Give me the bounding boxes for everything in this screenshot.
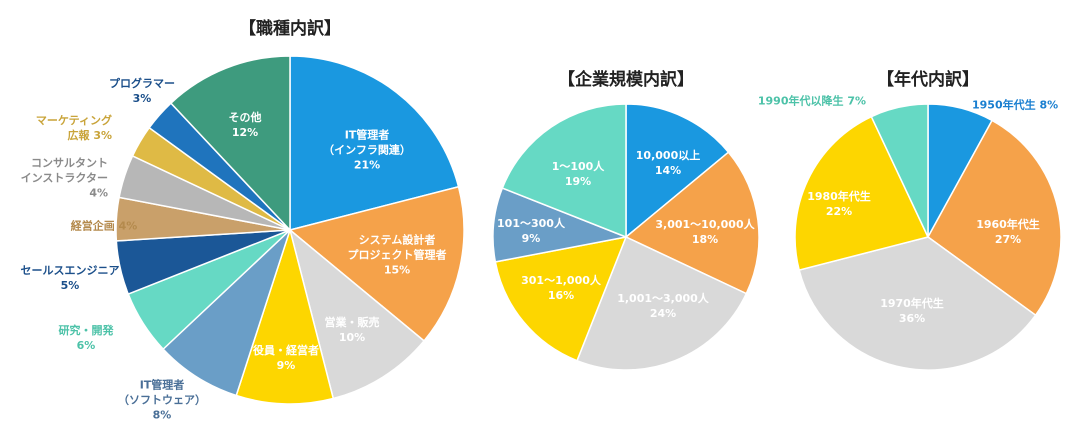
- pie2-slice-4-label-line: 301～1,000人: [521, 274, 601, 287]
- pie1-slice-4-label-line: 9%: [276, 359, 296, 372]
- pie2-slice-5-label-line: 101～300人: [497, 217, 565, 230]
- pie3-slice-2: [927, 119, 1062, 317]
- pie1-slice-2: [288, 185, 465, 342]
- pie1-slice-1-label-line: （インフラ関連）: [323, 143, 411, 157]
- pie3-slice-2-label: 1960年代生 27%: [976, 217, 1040, 247]
- pie1-slice-1-label: IT管理者 （インフラ関連） 21%: [323, 128, 411, 173]
- pie3-slice-1-label-line: 1950年代生 8%: [972, 98, 1059, 112]
- pie1-slice-3-label-line: 10%: [338, 331, 366, 344]
- pie2-slice-1-label-line: 10,000以上: [635, 149, 701, 162]
- pie1-slice-9-label-line: インストラクター: [20, 171, 108, 185]
- pie2-slice-2-label-line: 3,001～10,000人: [655, 218, 755, 231]
- pie1-slice-5-label-line: IT管理者: [139, 378, 185, 392]
- pie2-slice-3-label-line: 1,001～3,000人: [617, 292, 709, 305]
- pie2-slice-2: [624, 151, 760, 295]
- pie2-slice-6-label-line: 1～100人: [551, 160, 605, 173]
- pie2-slice-3-label-line: 24%: [649, 307, 677, 320]
- pie1-slice-2-label: システム設計者 プロジェクト管理者 15%: [348, 233, 447, 278]
- pie2-slice-3: [576, 235, 748, 371]
- pie1-slice-2-label-line: プロジェクト管理者: [347, 248, 447, 262]
- pie1-slice-9-label: コンサルタント インストラクター 4%: [21, 156, 108, 201]
- pie1-slice-9-label-line: 4%: [89, 186, 108, 200]
- pie1-slice-6-label: 研究・開発 6%: [59, 323, 114, 353]
- pie1-slice-8-label-line: 経営企画 4%: [70, 219, 138, 233]
- pie1-slice-5-label-line: （ソフトウェア）: [118, 393, 206, 407]
- pie1-slice-4: [235, 227, 335, 405]
- pie1-slice-7-label-line: 5%: [60, 279, 80, 292]
- pie2-slice-1: [625, 103, 730, 239]
- pie3-title: 【年代内訳】: [877, 70, 979, 90]
- pie3-slice-4-label-line: 22%: [825, 205, 853, 218]
- pie1-slice-1-label-line: 21%: [353, 158, 381, 172]
- pie2-slice-1-label: 10,000以上 14%: [636, 148, 700, 178]
- pie1-slice-10-label: マーケティング広報 3%: [36, 113, 112, 143]
- pie3-slice-3: [798, 236, 1037, 371]
- pie1-slice-9-label-line: コンサルタント: [31, 156, 108, 170]
- pie1-slice-2-label-line: 15%: [383, 263, 411, 277]
- pie3-slice-5: [870, 103, 929, 238]
- pie1-slice-12-label-line: 12%: [231, 126, 259, 139]
- pie3-slice-5-label: 1990年代以降生 7%: [758, 94, 866, 109]
- pie3-slice-4-label: 1980年代生 22%: [807, 189, 871, 219]
- pie2-slice-6: [501, 103, 627, 239]
- pie2-slice-6-label: 1～100人 19%: [552, 159, 605, 189]
- pie1-title: 【職種内訳】: [239, 19, 341, 39]
- pie1-slice-7-label-line: セールスエンジニア: [20, 264, 120, 277]
- pie3-slice-1-label: 1950年代生 8%: [972, 98, 1058, 113]
- pie2-slice-4: [494, 236, 628, 362]
- pie3-slice-2-label-line: 1960年代生: [976, 218, 1040, 231]
- pie1-slice-5-label-line: 8%: [152, 408, 172, 422]
- pie1-slice-7-label: セールスエンジニア 5%: [21, 263, 120, 293]
- pie1-slice-3: [288, 227, 426, 400]
- pie2-slice-3-label: 1,001～3,000人 24%: [617, 291, 709, 321]
- pie3-slice-4: [794, 115, 930, 271]
- pie1-slice-6-label-line: 研究・開発: [58, 324, 114, 337]
- pie2-slice-4-label: 301～1,000人 16%: [521, 273, 601, 303]
- pie1-slice-12: [169, 55, 291, 232]
- pie1-slice-3-label: 営業・販売 10%: [325, 315, 380, 345]
- pie1-slice-8-label: 経営企画 4%: [71, 219, 138, 234]
- pie1-slice-2-label-line: システム設計者: [358, 233, 436, 247]
- pie1-slice-12-label-line: その他: [228, 111, 262, 124]
- pie1-slice-10-label-line: マーケティング: [35, 114, 112, 127]
- pie1-slice-10-label-line: 広報 3%: [67, 129, 112, 142]
- pie1-slice-1-label-line: IT管理者: [344, 128, 390, 142]
- pie1-slice-1: [289, 55, 460, 231]
- pie3-slice-3-label: 1970年代生 36%: [880, 296, 944, 326]
- pie1-slice-12-label: その他 12%: [229, 110, 262, 140]
- pie1-slice-11-label-line: 3%: [132, 92, 152, 105]
- pie2-title: 【企業規模内訳】: [558, 70, 694, 90]
- pie2-slice-2-label-line: 18%: [691, 233, 719, 246]
- pie1-slice-4-label: 役員・経営者 9%: [253, 343, 319, 373]
- pie2-slice-5-label: 101～300人 9%: [497, 216, 565, 246]
- pie1-slice-6-label-line: 6%: [76, 339, 96, 352]
- pie1-slice-11-label-line: プログラマー: [109, 77, 175, 90]
- pie2-slice-1-label-line: 14%: [654, 164, 682, 177]
- pie1-slice-11-label: プログラマー 3%: [109, 76, 175, 106]
- pie3-slice-3-label-line: 36%: [898, 312, 926, 325]
- pie3-slice-4-label-line: 1980年代生: [807, 190, 871, 203]
- pie1-slice-4-label-line: 役員・経営者: [253, 344, 319, 357]
- pie2-slice-5-label-line: 9%: [521, 232, 541, 245]
- pie3-slice-2-label-line: 27%: [994, 233, 1022, 246]
- pie1-slice-5-label: IT管理者 （ソフトウェア） 8%: [118, 378, 206, 423]
- pie3-slice-3-label-line: 1970年代生: [880, 297, 944, 310]
- pie3-slice-5-label-line: 1990年代以降生 7%: [757, 94, 866, 108]
- pie2-slice-6-label-line: 19%: [564, 175, 592, 188]
- pie2-slice-4-label-line: 16%: [547, 289, 575, 302]
- pie2-slice-2-label: 3,001～10,000人 18%: [655, 217, 754, 247]
- pie1-slice-3-label-line: 営業・販売: [324, 316, 380, 329]
